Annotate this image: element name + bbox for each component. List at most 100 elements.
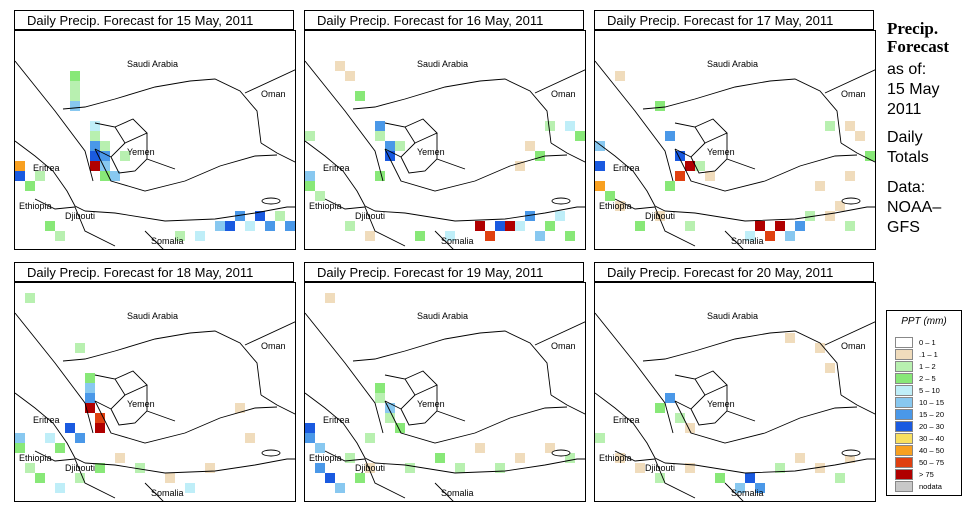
country-label-somalia: Somalia xyxy=(151,236,184,246)
precip-cell xyxy=(70,81,80,91)
boundary-line xyxy=(244,69,295,94)
precip-cell xyxy=(335,61,345,71)
socotra-island xyxy=(261,449,281,457)
country-label-oman: Oman xyxy=(841,341,866,351)
precip-map: Saudi Arabia Oman Yemen Eritrea Ethiopia Djib… xyxy=(304,282,586,502)
precip-cell xyxy=(355,473,365,483)
precip-cell xyxy=(100,171,110,181)
precip-cell xyxy=(805,211,815,221)
boundary-line xyxy=(374,458,585,474)
precip-cell xyxy=(375,393,385,403)
boundary-line xyxy=(94,400,278,444)
boundary-line xyxy=(15,60,94,182)
map-canvas: Saudi Arabia Oman Yemen Eritrea Ethiopia Djib… xyxy=(305,293,585,501)
legend-swatch xyxy=(895,385,913,396)
precip-cell xyxy=(90,151,100,161)
legend-label: > 75 xyxy=(919,470,934,479)
precip-cell xyxy=(825,363,835,373)
boundary-line xyxy=(614,450,656,462)
precip-cell xyxy=(265,221,275,231)
legend-label: 40 – 50 xyxy=(919,446,945,455)
country-label-djibouti: Djibouti xyxy=(65,211,95,221)
precip-cell xyxy=(85,403,95,413)
precip-cell xyxy=(685,423,695,433)
boundary-line xyxy=(664,206,875,222)
precip-cell xyxy=(675,171,685,181)
legend-label: 0 – 1 xyxy=(919,338,936,347)
country-label-somalia: Somalia xyxy=(731,236,764,246)
precip-cell xyxy=(90,141,100,151)
country-label-saudi-arabia: Saudi Arabia xyxy=(417,311,468,321)
map-canvas: Saudi Arabia Oman Yemen Eritrea Ethiopia Djib… xyxy=(595,311,875,501)
precip-cell xyxy=(515,453,525,463)
precip-cell xyxy=(475,443,485,453)
precip-cell xyxy=(385,413,395,423)
boundary-line xyxy=(144,482,164,501)
boundary-line xyxy=(364,458,406,499)
precip-cell xyxy=(765,231,775,241)
country-label-somalia: Somalia xyxy=(731,488,764,498)
precip-cell xyxy=(195,231,205,241)
precip-cell xyxy=(135,463,145,473)
boundary-line xyxy=(84,458,295,474)
boundary-line xyxy=(595,60,674,182)
precip-cell xyxy=(525,211,535,221)
totals-label-2: Totals xyxy=(887,149,929,166)
map-canvas: Saudi Arabia Oman Yemen Eritrea Ethiopia Djib… xyxy=(305,59,585,249)
precip-cell xyxy=(325,473,335,483)
precip-cell xyxy=(35,171,45,181)
country-label-ethiopia: Ethiopia xyxy=(599,453,632,463)
legend-swatch xyxy=(895,445,913,456)
legend-swatch xyxy=(895,457,913,468)
precip-cell xyxy=(795,221,805,231)
precip-cell xyxy=(70,71,80,81)
country-label-saudi-arabia: Saudi Arabia xyxy=(127,59,178,69)
boundary-line xyxy=(824,69,875,94)
country-label-eritrea: Eritrea xyxy=(33,163,60,173)
precip-map: Saudi Arabia Oman Yemen Eritrea Ethiopia Djib… xyxy=(594,30,876,250)
precip-cell xyxy=(405,463,415,473)
boundary-line xyxy=(614,198,656,210)
country-label-eritrea: Eritrea xyxy=(613,163,640,173)
forecast-date-1: 15 May xyxy=(887,81,940,98)
precip-cell xyxy=(705,171,715,181)
map-canvas: Saudi Arabia Oman Yemen Eritrea Ethiopia Djib… xyxy=(15,59,295,249)
precip-cell xyxy=(75,473,85,483)
precip-cell xyxy=(55,231,65,241)
precip-cell xyxy=(605,191,615,201)
forecast-panel-1: Daily Precip. Forecast for 15 May, 2011 … xyxy=(14,10,296,250)
legend-swatch xyxy=(895,337,913,348)
precip-cell xyxy=(305,181,315,191)
boundary-line xyxy=(674,374,706,410)
precip-cell xyxy=(245,221,255,231)
precip-cell xyxy=(565,231,575,241)
precip-cell xyxy=(285,221,295,231)
forecast-panel-5: Daily Precip. Forecast for 19 May, 2011 … xyxy=(304,262,586,502)
precip-cell xyxy=(855,131,865,141)
country-label-djibouti: Djibouti xyxy=(645,463,675,473)
boundary-line xyxy=(595,392,666,464)
info-sidebar: Precip. Forecast as of: 15 May 2011 Dail… xyxy=(887,20,971,238)
precip-cell xyxy=(245,433,255,443)
precip-cell xyxy=(635,463,645,473)
boundary-line xyxy=(654,206,696,247)
precip-cell xyxy=(15,161,25,171)
legend-swatch xyxy=(895,409,913,420)
boundary-line xyxy=(550,142,585,163)
precip-cell xyxy=(75,433,85,443)
boundary-line xyxy=(550,394,585,415)
socotra-island xyxy=(841,197,861,205)
precip-cell xyxy=(385,141,395,151)
forecast-panel-3: Daily Precip. Forecast for 17 May, 2011 … xyxy=(594,10,876,250)
country-label-djibouti: Djibouti xyxy=(355,463,385,473)
legend-label: 30 – 40 xyxy=(919,434,945,443)
precip-cell xyxy=(70,101,80,111)
panel-title: Daily Precip. Forecast for 19 May, 2011 xyxy=(304,262,584,282)
precip-cell xyxy=(535,151,545,161)
forecast-date-2: 2011 xyxy=(887,101,922,118)
legend-swatch xyxy=(895,373,913,384)
legend-swatch xyxy=(895,481,913,492)
boundary-line xyxy=(144,230,164,249)
boundary-line xyxy=(94,374,126,410)
boundary-line xyxy=(690,133,728,174)
